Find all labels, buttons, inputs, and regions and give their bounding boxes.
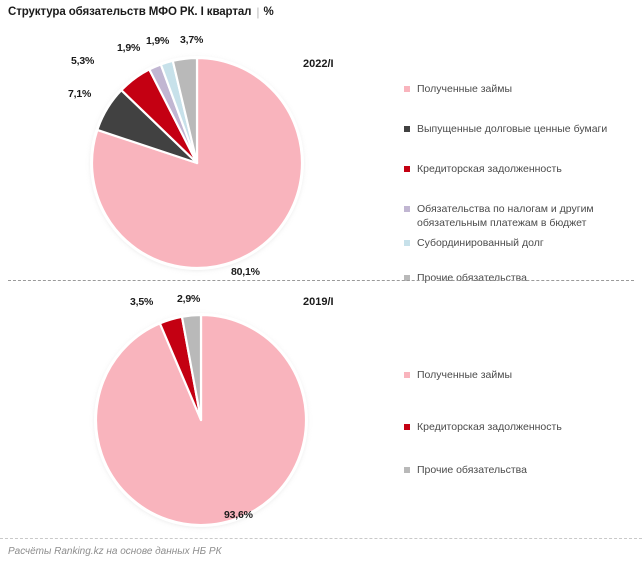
legend-item[interactable]: Субординированный долг (404, 236, 632, 250)
slice-label-debt-securities-2022: 7,1% (68, 88, 92, 100)
header-unit-label: % (263, 6, 274, 18)
legend-swatch-icon (404, 372, 410, 378)
legend-item[interactable]: Прочие обязательства (404, 463, 632, 477)
legend-2019: Полученные займы Кредиторская задолженнос… (404, 364, 634, 484)
pie-chart-2022 (89, 55, 305, 271)
legend-item[interactable]: Кредиторская задолженность (404, 162, 632, 176)
legend-item[interactable]: Кредиторская задолженность (404, 420, 632, 434)
slice-label-loans-2019: 93,6% (224, 509, 253, 521)
pie-slices-2019 (94, 313, 308, 527)
legend-item-label: Обязательства по налогам и другим обязат… (417, 203, 594, 229)
section-divider (8, 280, 634, 281)
legend-swatch-icon (404, 166, 410, 172)
pie-slices-2022 (90, 56, 304, 270)
legend-item[interactable]: Обязательства по налогам и другим обязат… (404, 202, 632, 230)
slice-label-subordinated-2022: 1,9% (146, 35, 170, 47)
pie-slice (171, 56, 199, 165)
pie-slice (180, 313, 203, 422)
page-header: Структура обязательств МФО РК. I квартал… (0, 0, 642, 24)
legend-swatch-icon (404, 126, 410, 132)
legend-item-label: Прочие обязательства (417, 464, 527, 476)
legend-swatch-icon (404, 424, 410, 430)
legend-item[interactable]: Выпущенные долговые ценные бумаги (404, 122, 632, 136)
legend-item-label: Полученные займы (417, 83, 513, 95)
pie-chart-2019 (93, 312, 309, 528)
legend-swatch-icon (404, 86, 410, 92)
slice-label-other-2019: 2,9% (177, 293, 201, 305)
legend-swatch-icon (404, 275, 410, 281)
legend-item-label: Кредиторская задолженность (417, 421, 562, 433)
pie-slice (90, 56, 304, 270)
legend-item[interactable]: Прочие обязательства (404, 271, 632, 285)
chart-panel-2019: 2019/I 93,6% 3,5% 2,9% Полученные займы К… (0, 284, 642, 527)
legend-item-label: Прочие обязательства (417, 272, 527, 284)
slice-label-accounts-payable-2022: 5,3% (71, 55, 95, 67)
legend-swatch-icon (404, 206, 410, 212)
legend-2022: Полученные займы Выпущенные долговые ценн… (404, 54, 634, 284)
legend-item-label: Полученные займы (417, 369, 513, 381)
source-note: Расчёты Ranking.kz на основе данных НБ Р… (8, 546, 222, 557)
header-separator: | (256, 5, 260, 19)
legend-item-label: Кредиторская задолженность (417, 163, 562, 175)
footer-divider (0, 538, 642, 539)
legend-item-label: Выпущенные долговые ценные бумаги (417, 123, 608, 135)
legend-swatch-icon (404, 240, 410, 246)
chart-panel-2022: 2022/I 80,1% 7,1% 5,3% 1,9% 1,9% 3,7% По… (0, 24, 642, 284)
period-label-2019: 2019/I (303, 296, 334, 308)
legend-item[interactable]: Полученные займы (404, 368, 632, 382)
legend-swatch-icon (404, 467, 410, 473)
slice-label-loans-2022: 80,1% (231, 266, 260, 278)
period-label-2022: 2022/I (303, 58, 334, 70)
slice-label-accounts-payable-2019: 3,5% (130, 296, 154, 308)
page-title: Структура обязательств МФО РК. I квартал (8, 6, 252, 18)
legend-item-label: Субординированный долг (417, 237, 544, 249)
slice-label-other-2022: 3,7% (180, 34, 204, 46)
slice-label-tax-obligations-2022: 1,9% (117, 42, 141, 54)
legend-item[interactable]: Полученные займы (404, 82, 632, 96)
